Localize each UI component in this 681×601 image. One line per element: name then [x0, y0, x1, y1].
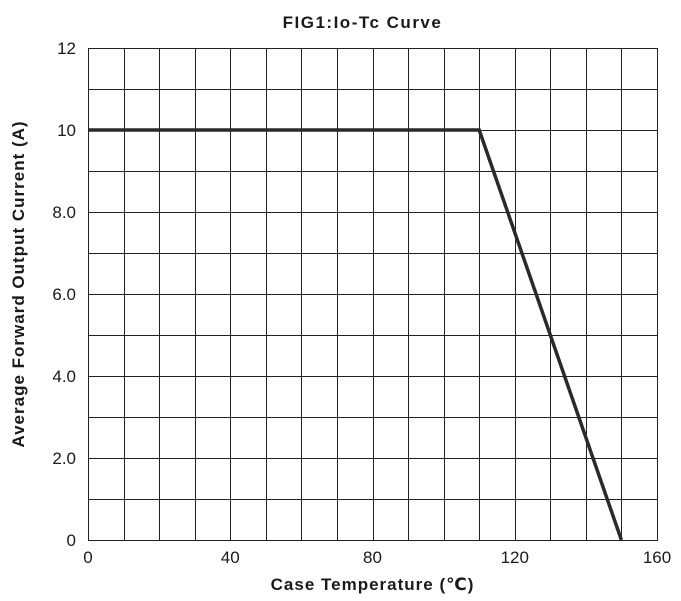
y-tick-label: 8.0 — [52, 203, 76, 222]
series-line — [88, 128, 624, 541]
x-tick-label: 40 — [221, 548, 240, 567]
y-tick-label: 12 — [57, 39, 76, 58]
y-tick-label: 2.0 — [52, 449, 76, 468]
x-tick-label: 120 — [501, 548, 529, 567]
y-tick-label: 10 — [57, 121, 76, 140]
y-axis-ticks: 0 2.0 4.0 6.0 8.0 10 12 — [52, 39, 76, 550]
x-tick-label: 160 — [643, 548, 671, 567]
series-layer — [88, 128, 624, 541]
y-axis-title: Average Forward Output Current (A) — [9, 120, 28, 447]
plot-frame — [87, 47, 659, 542]
y-tick-label: 0 — [67, 531, 76, 550]
y-tick-label: 4.0 — [52, 367, 76, 386]
x-axis-title: Case Temperature (℃) — [271, 575, 475, 594]
chart-title: FIG1:Io-Tc Curve — [283, 13, 443, 32]
x-tick-label: 80 — [363, 548, 382, 567]
y-tick-label: 6.0 — [52, 285, 76, 304]
grid — [88, 48, 658, 541]
x-tick-label: 0 — [83, 548, 92, 567]
x-axis-ticks: 0 40 80 120 160 — [83, 548, 671, 567]
